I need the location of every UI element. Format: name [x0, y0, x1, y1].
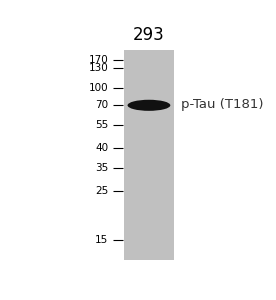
Bar [124, 50, 174, 260]
Text: 70: 70 [95, 100, 108, 110]
Text: p-Tau (T181): p-Tau (T181) [181, 98, 264, 111]
Text: 293: 293 [133, 26, 165, 44]
Text: 35: 35 [95, 163, 108, 173]
Text: 55: 55 [95, 120, 108, 130]
Text: 100: 100 [89, 83, 108, 93]
Ellipse shape [128, 100, 170, 111]
Text: 40: 40 [95, 143, 108, 153]
Text: 130: 130 [89, 63, 108, 73]
Text: 15: 15 [95, 235, 108, 245]
Text: 25: 25 [95, 187, 108, 196]
Text: 170: 170 [89, 55, 108, 65]
